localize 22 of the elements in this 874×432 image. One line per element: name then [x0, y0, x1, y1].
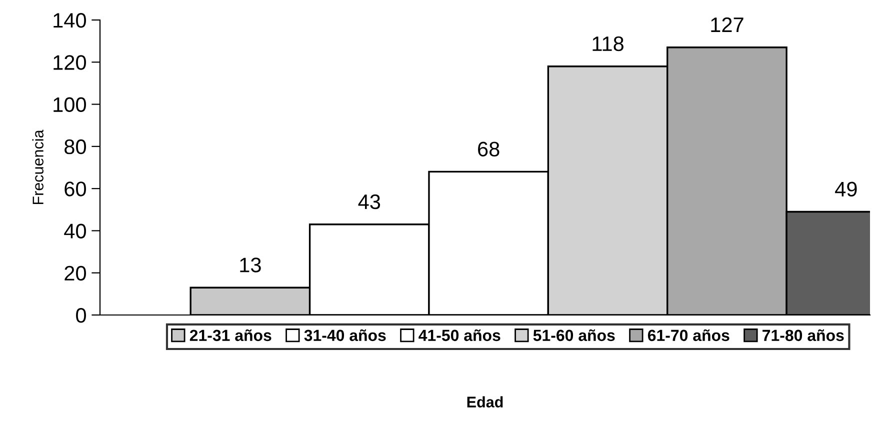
y-tick-label: 40: [64, 224, 86, 238]
legend-label: 41-50 años: [418, 329, 500, 342]
y-tick-label: 0: [76, 308, 86, 323]
y-tick-label: 80: [64, 139, 86, 154]
data-label: 13: [240, 258, 261, 272]
data-label: 43: [358, 194, 380, 210]
x-axis-title: Edad: [467, 396, 503, 408]
y-axis-title: Frecuencia: [32, 130, 44, 204]
legend-label: 31-40 años: [304, 329, 386, 342]
y-tick-label: 120: [54, 55, 86, 70]
y-tick-label: 140: [54, 13, 86, 28]
y-tick-label: 60: [64, 182, 86, 196]
data-label: 118: [592, 36, 624, 52]
legend-label: 61-70 años: [648, 329, 730, 342]
y-tick-label: 100: [54, 97, 86, 112]
legend-label: 51-60 años: [533, 329, 615, 342]
data-label: 49: [835, 182, 857, 197]
data-label: 127: [711, 17, 744, 32]
legend-label: 71-80 años: [762, 329, 844, 342]
data-label: 68: [478, 142, 500, 156]
legend-label: 21-31 años: [190, 329, 272, 342]
y-tick-label: 20: [64, 266, 86, 281]
